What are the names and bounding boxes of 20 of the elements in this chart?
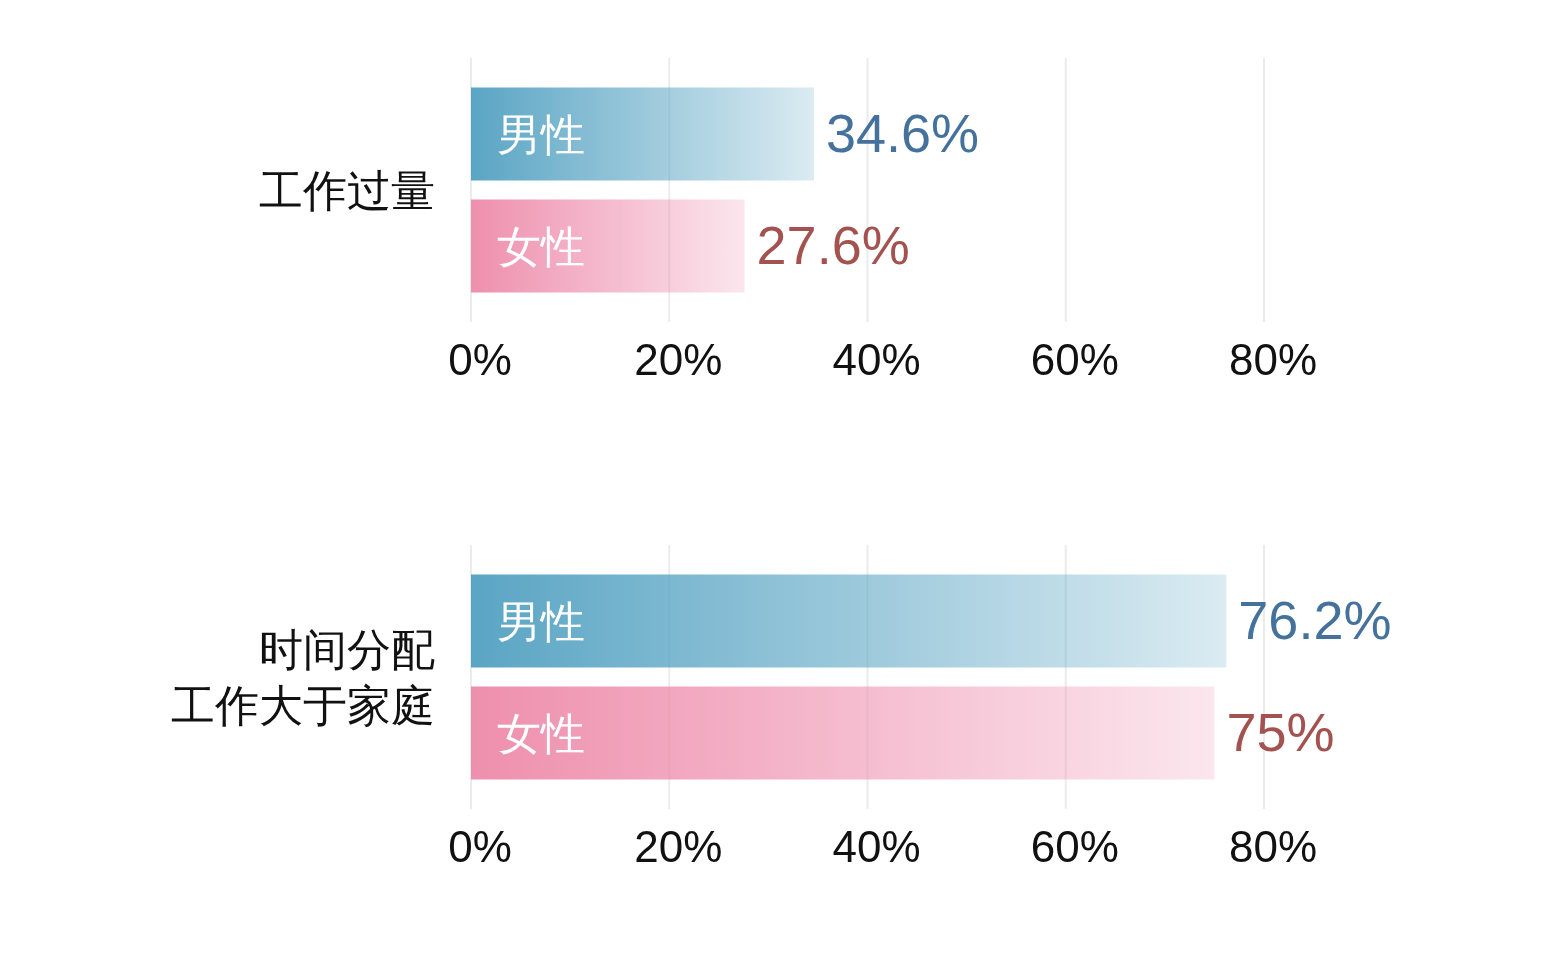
x-tick-label: 40% [832, 335, 921, 384]
x-tick-label: 0% [448, 822, 512, 871]
data-label: 76.2% [1238, 590, 1392, 650]
series-label: 男性 [497, 110, 585, 159]
x-tick-label: 20% [634, 335, 723, 384]
data-label: 34.6% [825, 103, 980, 163]
x-tick-label: 20% [634, 822, 723, 871]
series-label: 女性 [497, 709, 585, 758]
y-tick-label: 工作过量 [259, 166, 435, 215]
data-label: 27.6% [756, 215, 910, 275]
x-tick-label: 40% [832, 822, 921, 871]
series-label: 男性 [497, 597, 585, 646]
y-tick-label: 时间分配工作大于家庭 [171, 625, 435, 730]
x-tick-label: 60% [1030, 335, 1119, 384]
x-tick-label: 80% [1228, 335, 1318, 384]
x-tick-label: 60% [1030, 822, 1119, 871]
x-tick-label: 80% [1228, 822, 1318, 871]
data-label: 75% [1226, 702, 1335, 762]
x-tick-label: 0% [448, 335, 512, 384]
series-label: 女性 [497, 222, 585, 271]
